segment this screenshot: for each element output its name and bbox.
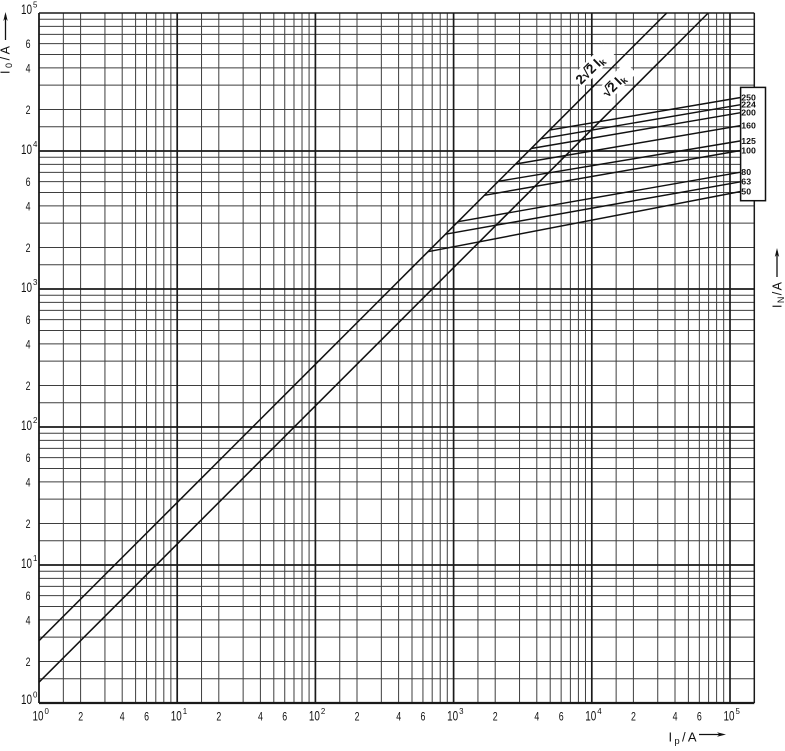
svg-text:4: 4 — [258, 710, 263, 724]
svg-text:2: 2 — [26, 241, 31, 255]
svg-text:2: 2 — [631, 710, 636, 724]
svg-text:160: 160 — [741, 121, 756, 131]
svg-text:2: 2 — [26, 103, 31, 117]
svg-text:4: 4 — [534, 710, 539, 724]
svg-text:3: 3 — [33, 278, 38, 287]
svg-text:6: 6 — [144, 710, 149, 724]
svg-text:2: 2 — [216, 710, 221, 724]
svg-text:6: 6 — [559, 710, 564, 724]
svg-text:2: 2 — [321, 707, 326, 716]
svg-text:6: 6 — [697, 710, 702, 724]
svg-text:4: 4 — [26, 613, 31, 627]
svg-text:250: 250 — [741, 92, 756, 102]
svg-text:80: 80 — [741, 167, 751, 177]
svg-text:6: 6 — [26, 451, 31, 465]
svg-text:4: 4 — [26, 337, 31, 351]
svg-text:2: 2 — [493, 710, 498, 724]
svg-text:100: 100 — [741, 145, 756, 155]
svg-text:10: 10 — [21, 555, 32, 571]
svg-text:2: 2 — [78, 710, 83, 724]
svg-text:10: 10 — [309, 708, 320, 724]
svg-text:10: 10 — [447, 708, 458, 724]
svg-text:10: 10 — [585, 708, 596, 724]
svg-text:2: 2 — [33, 416, 38, 425]
svg-text:50: 50 — [741, 186, 751, 196]
svg-text:4: 4 — [26, 199, 31, 213]
svg-text:4: 4 — [396, 710, 401, 724]
svg-text:125: 125 — [741, 136, 756, 146]
svg-text:0: 0 — [45, 707, 50, 716]
svg-text:2: 2 — [355, 710, 360, 724]
svg-text:10: 10 — [171, 708, 182, 724]
svg-text:10: 10 — [33, 708, 44, 724]
svg-text:6: 6 — [26, 589, 31, 603]
svg-text:4: 4 — [120, 710, 125, 724]
svg-text:1: 1 — [183, 707, 188, 716]
svg-text:2: 2 — [26, 517, 31, 531]
svg-text:2: 2 — [26, 655, 31, 669]
svg-text:5: 5 — [33, 0, 38, 9]
svg-text:0: 0 — [33, 690, 38, 699]
svg-text:10: 10 — [21, 691, 32, 707]
svg-text:6: 6 — [282, 710, 287, 724]
svg-text:4: 4 — [26, 61, 31, 75]
svg-text:6: 6 — [26, 175, 31, 189]
svg-text:10: 10 — [21, 279, 32, 295]
svg-text:6: 6 — [26, 37, 31, 51]
svg-text:2: 2 — [26, 379, 31, 393]
svg-text:4: 4 — [673, 710, 678, 724]
svg-text:6: 6 — [26, 313, 31, 327]
svg-text:3: 3 — [459, 707, 464, 716]
svg-text:10: 10 — [21, 1, 32, 17]
svg-text:63: 63 — [741, 177, 751, 187]
svg-text:1: 1 — [33, 554, 38, 563]
svg-text:4: 4 — [597, 707, 602, 716]
svg-text:4: 4 — [33, 140, 38, 149]
svg-text:5: 5 — [736, 707, 741, 716]
svg-text:6: 6 — [421, 710, 426, 724]
svg-text:10: 10 — [21, 141, 32, 157]
svg-text:4: 4 — [26, 475, 31, 489]
svg-text:10: 10 — [724, 708, 735, 724]
svg-text:10: 10 — [21, 417, 32, 433]
